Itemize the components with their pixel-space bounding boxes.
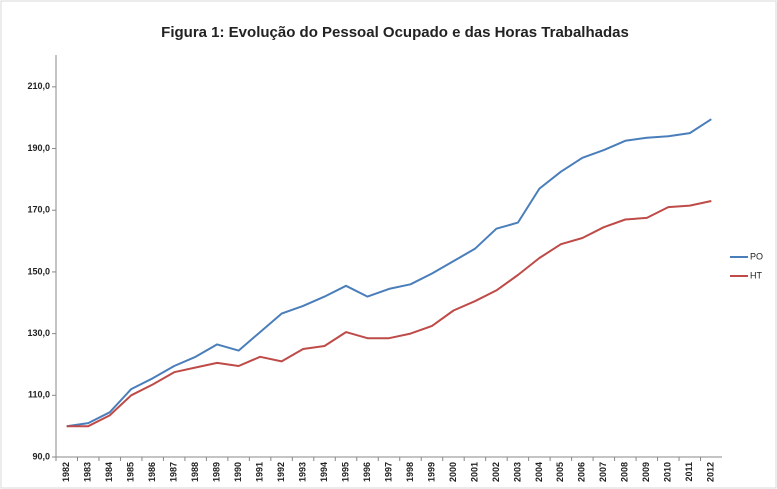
x-tick-label: 2010 xyxy=(663,462,673,482)
x-tick-label: 2000 xyxy=(448,462,458,482)
chart-title: Figura 1: Evolução do Pessoal Ocupado e … xyxy=(161,24,629,41)
x-tick-label: 2012 xyxy=(706,462,716,482)
x-tick-label: 1986 xyxy=(147,462,157,482)
x-tick-label: 1990 xyxy=(233,462,243,482)
y-tick-label: 130,0 xyxy=(27,328,50,338)
x-tick-label: 1997 xyxy=(383,462,393,482)
x-tick-label: 2001 xyxy=(469,462,479,482)
x-tick-label: 1987 xyxy=(169,462,179,482)
x-tick-label: 2009 xyxy=(641,462,651,482)
line-series xyxy=(66,118,712,428)
line-series xyxy=(66,200,712,428)
x-tick-label: 1994 xyxy=(319,462,329,482)
y-tick-label: 110,0 xyxy=(28,390,50,400)
y-tick-label: 190,0 xyxy=(27,143,50,153)
x-tick-label: 1982 xyxy=(61,462,71,482)
x-tick-label: 1991 xyxy=(254,462,264,482)
x-tick-label: 1985 xyxy=(126,462,136,482)
x-tick-label: 2004 xyxy=(534,462,544,482)
x-tick-label: 2003 xyxy=(512,462,522,482)
y-tick-label: 170,0 xyxy=(27,205,50,215)
x-tick-label: 1999 xyxy=(426,462,436,482)
y-tick-label: 90,0 xyxy=(32,451,50,461)
x-tick-label: 2002 xyxy=(491,462,501,482)
x-tick-label: 1993 xyxy=(297,462,307,482)
x-tick-label: 1984 xyxy=(104,462,114,482)
x-tick-label: 1988 xyxy=(190,462,200,482)
x-tick-label: 2011 xyxy=(684,462,694,482)
legend-label: HT xyxy=(750,270,762,280)
x-tick-label: 1998 xyxy=(405,462,415,482)
x-tick-label: 2007 xyxy=(598,462,608,482)
x-tick-label: 1995 xyxy=(340,462,350,482)
legend-label: PO xyxy=(750,251,763,261)
x-tick-label: 2005 xyxy=(555,462,565,482)
y-tick-label: 210,0 xyxy=(27,81,50,91)
x-tick-label: 2006 xyxy=(577,462,587,482)
y-tick-label: 150,0 xyxy=(27,266,50,276)
x-tick-label: 1983 xyxy=(83,462,93,482)
x-tick-label: 1996 xyxy=(362,462,372,482)
x-tick-label: 1992 xyxy=(276,462,286,482)
x-tick-label: 2008 xyxy=(620,462,630,482)
x-tick-label: 1989 xyxy=(212,462,222,482)
